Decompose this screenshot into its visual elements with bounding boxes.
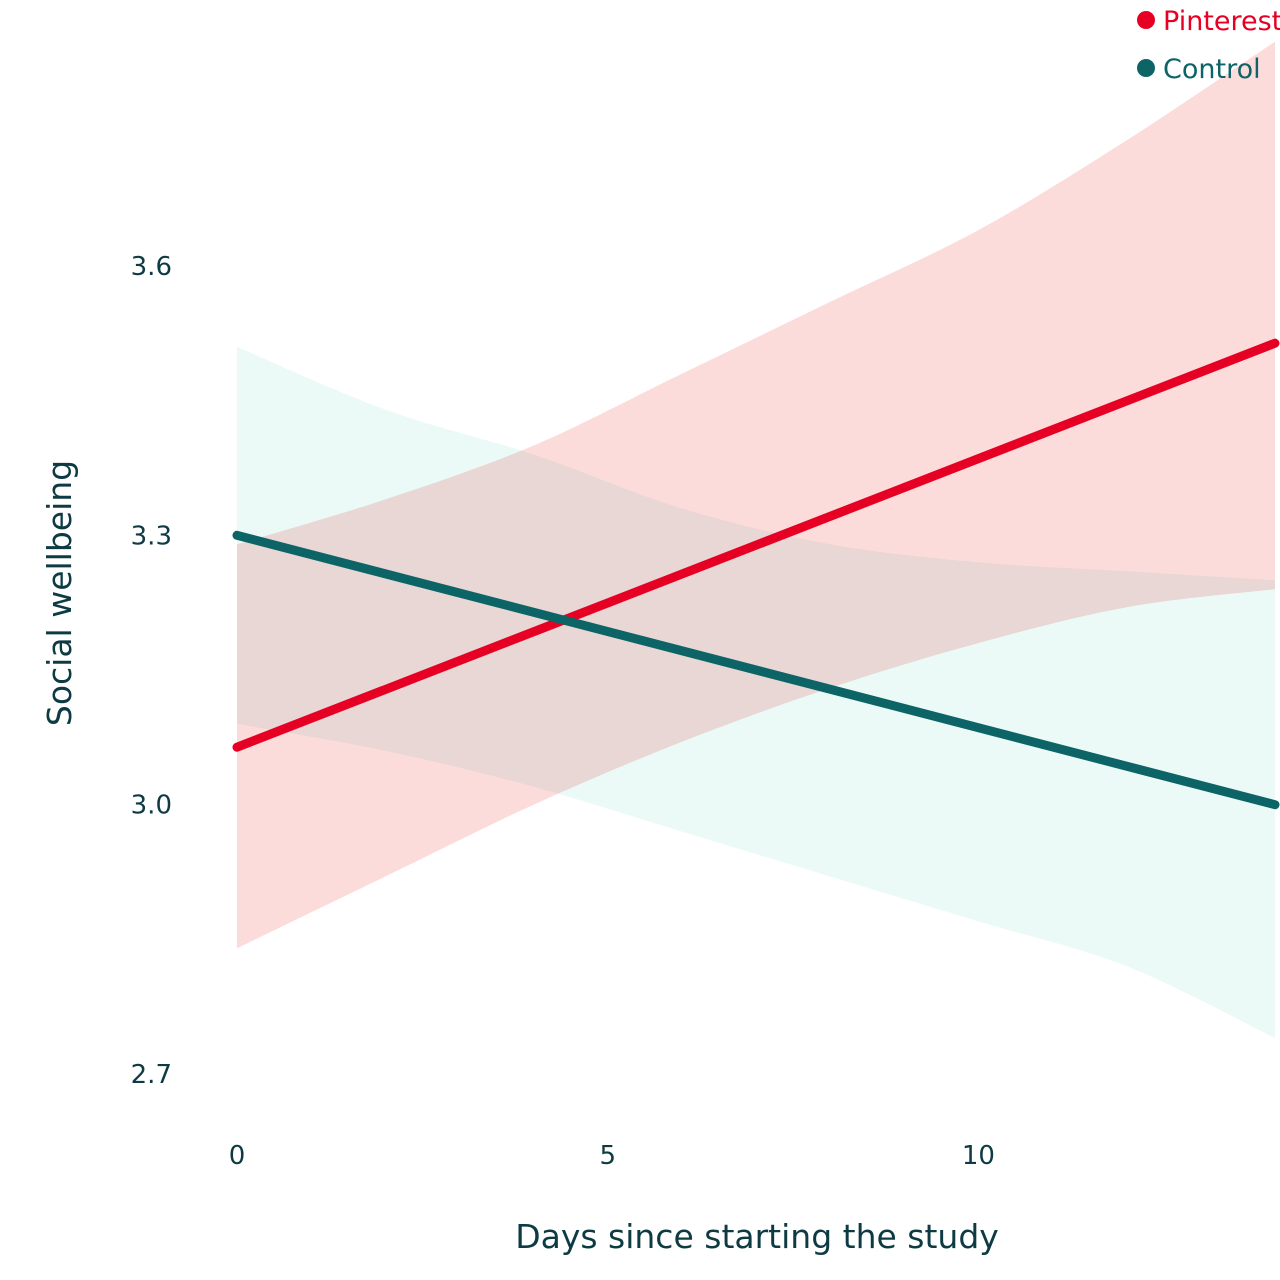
legend-label-pinterest: Pinterest [1163, 6, 1280, 37]
legend: Pinterest Control [1137, 6, 1280, 85]
series-lines [232, 338, 1280, 810]
legend-item-control: Control [1137, 54, 1261, 85]
x-tick-label: 10 [962, 1141, 995, 1171]
legend-marker-control [1137, 59, 1155, 77]
x-axis-title: Days since starting the study [515, 1217, 999, 1256]
y-tick-label: 2.7 [131, 1060, 172, 1090]
control-confidence-band [237, 346, 1275, 1039]
y-axis-title: Social wellbeing [40, 460, 79, 726]
legend-item-pinterest: Pinterest [1137, 6, 1280, 37]
legend-marker-pinterest [1137, 11, 1155, 29]
y-tick-label: 3.6 [131, 252, 172, 282]
pinterest-series-line [232, 338, 1280, 752]
control-series-line [232, 530, 1280, 810]
x-tick-labels: 0 5 10 [229, 1141, 995, 1171]
y-tick-label: 3.0 [131, 791, 172, 821]
x-tick-label: 0 [229, 1141, 246, 1171]
x-tick-label: 5 [599, 1141, 616, 1171]
y-tick-label: 3.3 [131, 521, 172, 551]
legend-label-control: Control [1163, 54, 1261, 85]
confidence-bands [237, 41, 1275, 1039]
y-tick-labels: 3.6 3.3 3.0 2.7 [131, 252, 172, 1090]
